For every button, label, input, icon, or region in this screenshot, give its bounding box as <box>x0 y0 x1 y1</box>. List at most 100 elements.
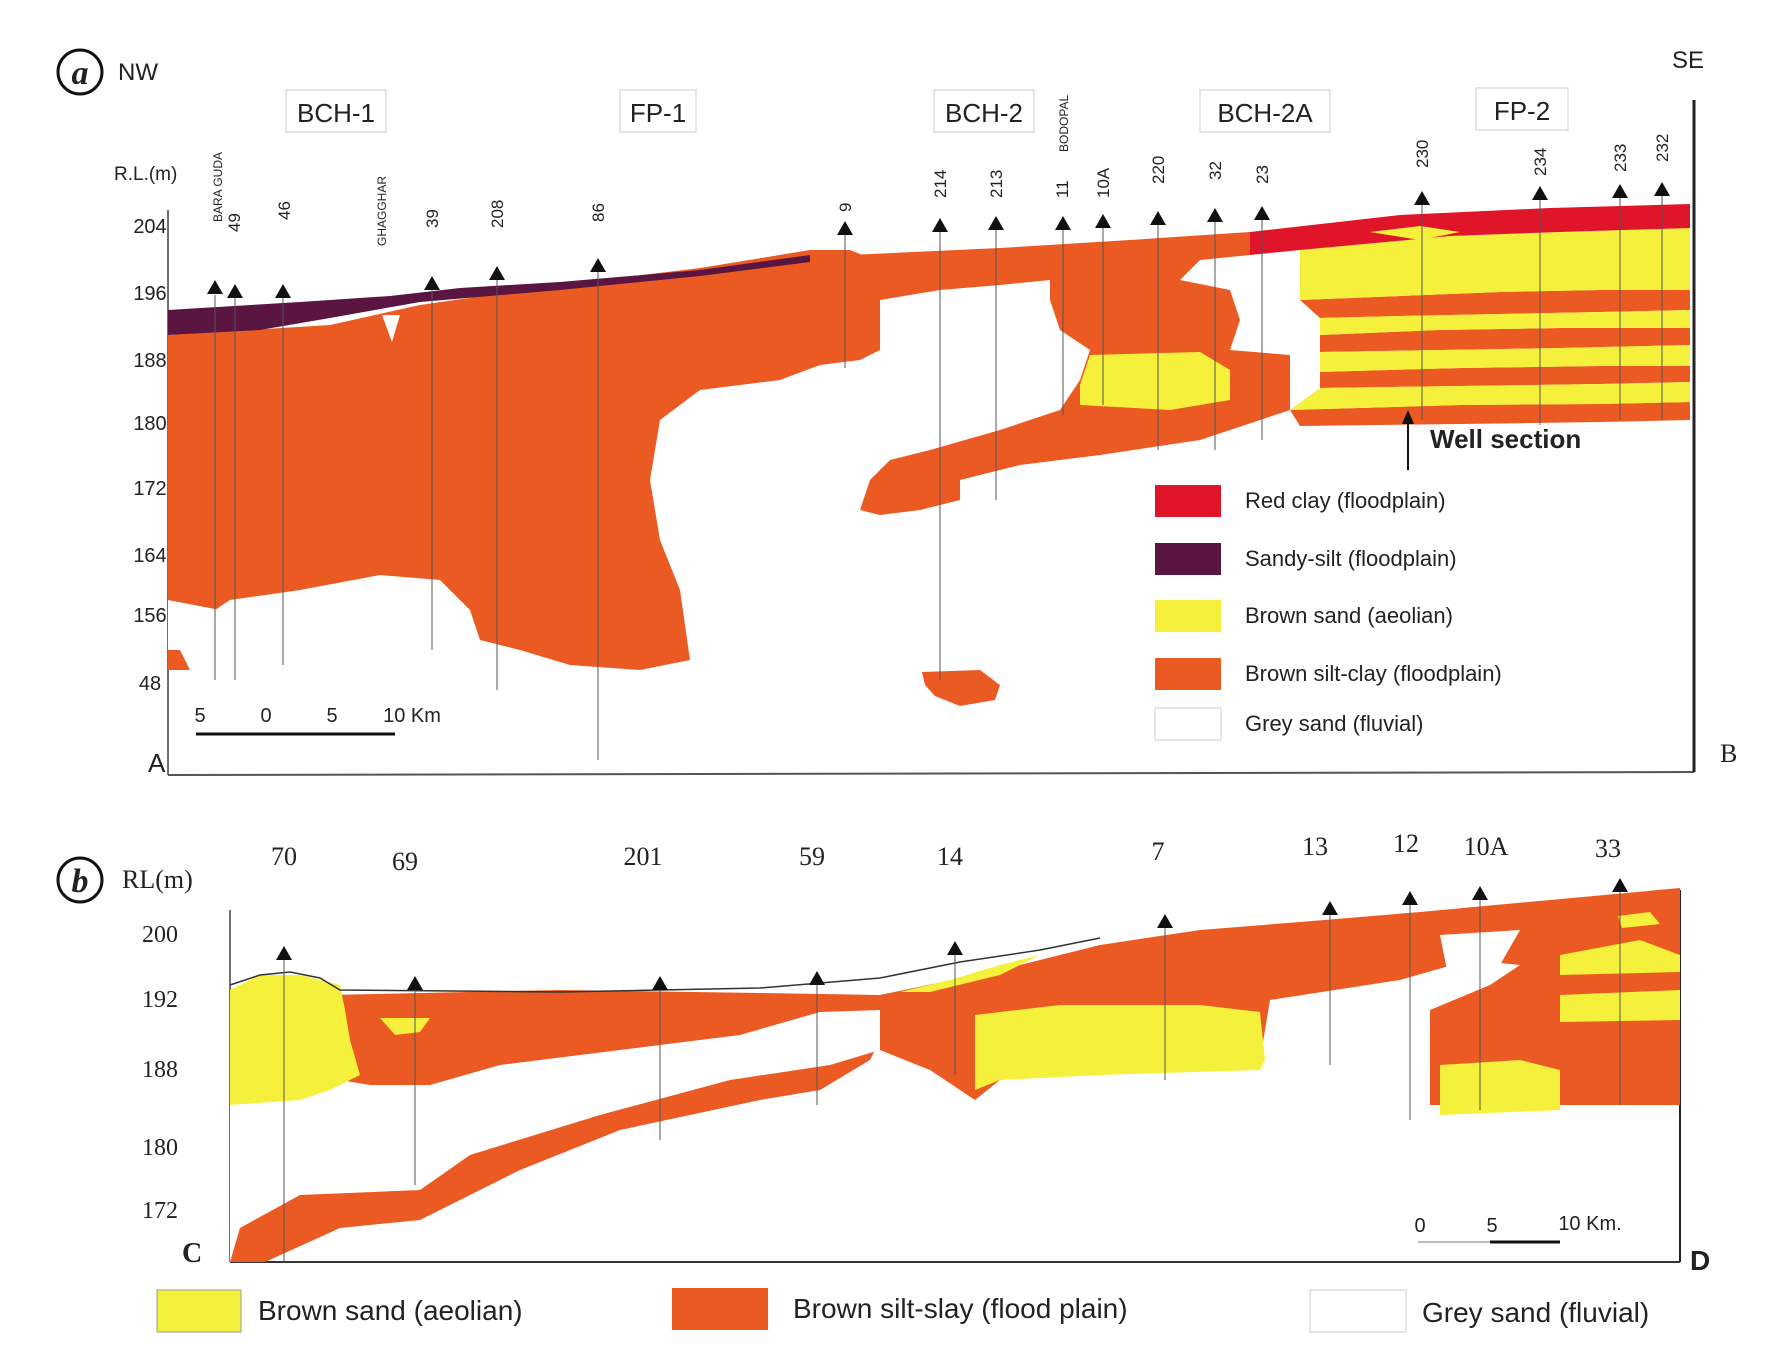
legend-label: Sandy-silt (floodplain) <box>1245 546 1457 571</box>
scale-tick: 5 <box>194 705 205 727</box>
y-tick-label: 196 <box>133 283 166 305</box>
well-number: 13 <box>1302 832 1328 861</box>
y-axis-ticks-b: 200 192 188 180 172 <box>142 922 178 1224</box>
silt-clay-body <box>168 250 880 670</box>
borehole-marker <box>837 221 853 235</box>
legend-label: Brown sand (aeolian) <box>258 1295 523 1326</box>
borehole-marker <box>1472 886 1488 900</box>
scale-tick: 5 <box>1486 1215 1497 1237</box>
borehole-marker <box>1254 206 1270 220</box>
direction-nw: NW <box>118 59 158 86</box>
brown-sand-lens <box>380 1018 430 1035</box>
zone-label: FP-2 <box>1494 96 1550 126</box>
legend-label: Brown silt-clay (floodplain) <box>1245 661 1502 686</box>
borehole-marker <box>489 266 505 280</box>
borehole-marker <box>227 284 243 298</box>
y-tick-label: 172 <box>142 1198 178 1224</box>
scale-bar-a: 5 0 5 10 Km <box>194 705 441 736</box>
rl-axis-label: R.L.(m) <box>114 164 177 185</box>
borehole-marker <box>424 276 440 290</box>
scale-tick: 0 <box>260 705 271 727</box>
zone-box <box>285 89 387 133</box>
borehole-marker <box>1654 182 1670 196</box>
scale-tick: 0 <box>1414 1215 1425 1237</box>
y-axis-ticks-a: 204 196 188 180 172 164 156 48 <box>133 216 166 695</box>
legend-swatch-silt-clay-b <box>672 1288 768 1330</box>
y-tick-label: 172 <box>133 478 166 500</box>
strata-sandy-silt <box>168 255 810 335</box>
well-number: 10A <box>1464 832 1509 861</box>
y-tick-label: 192 <box>142 987 178 1013</box>
silt-clay-small <box>860 470 960 515</box>
legend-label: Brown sand (aeolian) <box>1245 603 1453 628</box>
well-number: 59 <box>799 842 825 871</box>
legend-swatch-brown-sand <box>1155 600 1221 632</box>
well-number: 12 <box>1393 829 1419 858</box>
legend-swatch-brown-sand-b <box>156 1289 242 1333</box>
borehole-marker <box>1402 891 1418 905</box>
y-tick-label: 180 <box>142 1135 178 1161</box>
boreholes-b <box>283 892 1621 1262</box>
brown-sand-lens <box>1080 352 1230 410</box>
brown-sand-band <box>1320 310 1690 335</box>
brown-sand-band <box>1290 382 1690 410</box>
corner-d: D <box>1690 1245 1710 1276</box>
panel-a: a NW SE BCH-1 FP-1 BCH-2 BCH-2A FP-2 R.L… <box>56 47 1737 778</box>
well-number: 232 <box>1653 134 1672 162</box>
borehole-marker <box>590 258 606 272</box>
corner-a: A <box>148 748 166 778</box>
legend-swatch-grey-sand <box>1154 707 1222 741</box>
well-number: 86 <box>589 203 608 222</box>
brown-sand-right <box>1440 1060 1560 1115</box>
well-number: 9 <box>836 203 855 212</box>
well-number: 201 <box>624 842 663 871</box>
y-tick-label: 48 <box>139 673 161 695</box>
well-labels-b: 70 69 201 59 14 7 13 12 10A 33 <box>271 829 1621 876</box>
legend-label: Red clay (floodplain) <box>1245 488 1446 513</box>
panel-a-letter-circle <box>56 48 104 96</box>
panel-b: b RL(m) 70 69 201 59 14 7 13 12 10A 33 2… <box>56 829 1710 1333</box>
place-label: GHAGGHAR <box>375 176 389 246</box>
well-number: 70 <box>271 842 297 871</box>
direction-se: SE <box>1672 47 1704 74</box>
silt-clay-band <box>1290 402 1690 426</box>
borehole-marker <box>1157 914 1173 928</box>
borehole-marker <box>652 976 668 990</box>
place-label: BODOPAL <box>1057 95 1071 152</box>
rl-axis-label-b: RL(m) <box>122 865 193 894</box>
y-tick-label: 200 <box>142 922 178 948</box>
well-number: 208 <box>488 200 507 228</box>
frame-bottom <box>167 771 1695 776</box>
y-tick-label: 180 <box>133 413 166 435</box>
ghagghar-channel <box>382 315 400 342</box>
y-tick-label: 164 <box>133 545 166 567</box>
panel-a-letter: a <box>72 55 89 92</box>
borehole-marker <box>1532 186 1548 200</box>
corner-b: B <box>1720 739 1737 768</box>
well-labels-a: BARA GUDA 49 46 GHAGGHAR 39 208 86 9 214… <box>211 95 1672 246</box>
panel-b-letter: b <box>72 863 89 900</box>
borehole-marker <box>809 971 825 985</box>
borehole-marker <box>1322 901 1338 915</box>
well-section-label: Well section <box>1430 424 1581 454</box>
borehole-marker <box>947 941 963 955</box>
legend-swatch-red-clay <box>1155 485 1221 517</box>
scale-tick: 5 <box>326 705 337 727</box>
well-number: 23 <box>1253 165 1272 184</box>
well-number: 32 <box>1206 161 1225 180</box>
legend-a: Red clay (floodplain) Sandy-silt (floodp… <box>1154 485 1502 741</box>
borehole-marker <box>932 218 948 232</box>
borehole-marker <box>1612 878 1628 892</box>
zone-box <box>1475 87 1569 131</box>
corner-c: C <box>182 1238 202 1269</box>
zone-label: BCH-2 <box>945 98 1023 128</box>
zone-box <box>1199 89 1331 133</box>
grey-sand-lens <box>168 600 430 660</box>
well-number: 33 <box>1595 834 1621 863</box>
borehole-marker <box>407 976 423 990</box>
well-number: 214 <box>931 170 950 198</box>
silt-clay-band <box>1320 366 1690 388</box>
legend-label: Grey sand (fluvial) <box>1422 1297 1649 1328</box>
silt-clay-middle <box>850 232 1290 510</box>
